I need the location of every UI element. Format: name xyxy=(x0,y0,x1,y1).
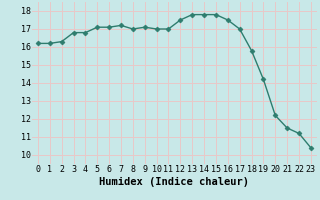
X-axis label: Humidex (Indice chaleur): Humidex (Indice chaleur) xyxy=(100,177,249,187)
